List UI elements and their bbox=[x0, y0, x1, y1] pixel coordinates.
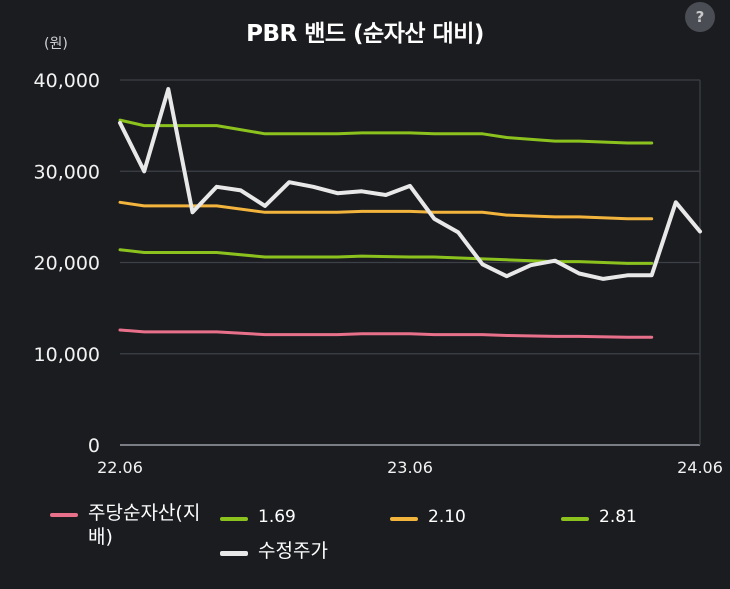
chart-title: PBR 밴드 (순자산 대비) bbox=[246, 21, 484, 47]
legend-swatch-bps bbox=[50, 513, 78, 517]
series-line-2 bbox=[118, 200, 654, 221]
x-tick-label: 22.06 bbox=[97, 458, 143, 477]
legend-swatch-169 bbox=[220, 517, 248, 521]
series-line-0 bbox=[118, 328, 654, 339]
legend-label-281: 2.81 bbox=[599, 507, 637, 527]
legend-item-adj-price[interactable]: 수정주가 bbox=[220, 539, 328, 563]
help-button[interactable]: ? bbox=[685, 2, 715, 32]
y-tick-label: 30,000 bbox=[34, 161, 100, 183]
series-line-1 bbox=[118, 248, 654, 265]
series-line-4 bbox=[118, 87, 702, 281]
legend-swatch-210 bbox=[390, 517, 418, 521]
x-tick-labels: 22.06 23.06 24.06 bbox=[97, 458, 723, 477]
x-tick-label: 23.06 bbox=[387, 458, 433, 477]
y-tick-label: 10,000 bbox=[34, 344, 100, 366]
y-tick-label: 20,000 bbox=[34, 253, 100, 275]
legend-item-169[interactable]: 1.69 bbox=[220, 505, 296, 529]
legend-label-210: 2.10 bbox=[428, 507, 466, 527]
legend-swatch-281 bbox=[561, 517, 589, 521]
series-line-3 bbox=[118, 118, 654, 145]
legend-label-adj-price: 수정주가 bbox=[258, 540, 328, 562]
series-layer bbox=[118, 87, 702, 339]
grid-lines bbox=[120, 79, 701, 446]
y-axis-unit-label: (원) bbox=[44, 36, 68, 52]
legend-item-210[interactable]: 2.10 bbox=[390, 505, 466, 529]
y-tick-labels: 0 10,000 20,000 30,000 40,000 bbox=[34, 70, 100, 457]
x-tick-label: 24.06 bbox=[677, 458, 723, 477]
legend-label-169: 1.69 bbox=[258, 507, 296, 527]
legend-item-bps[interactable]: 주당순자산(지배) bbox=[50, 501, 208, 549]
legend-swatch-adj-price bbox=[220, 551, 248, 556]
y-tick-label: 40,000 bbox=[34, 70, 100, 92]
legend-label-bps: 주당순자산(지배) bbox=[88, 502, 201, 548]
legend-item-281[interactable]: 2.81 bbox=[561, 505, 637, 529]
y-tick-label: 0 bbox=[88, 435, 100, 457]
